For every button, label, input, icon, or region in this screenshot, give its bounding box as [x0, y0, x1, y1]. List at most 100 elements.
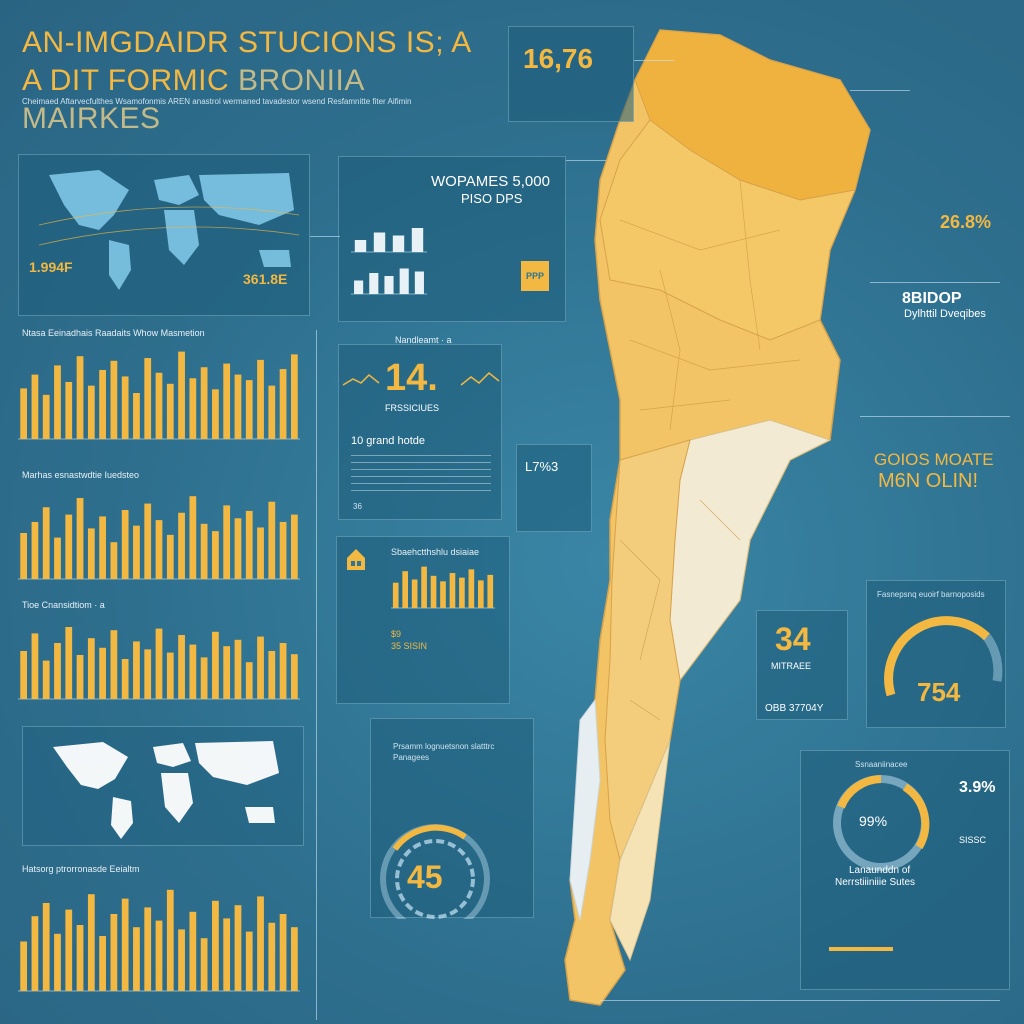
world-map-2-svg — [23, 727, 305, 847]
bar — [291, 354, 298, 439]
donut-panel: Ssnaaniinacee 99% 3.9% SISSC Lanaunddn o… — [800, 750, 1010, 990]
bar — [65, 627, 72, 699]
bar — [65, 910, 72, 991]
bar — [223, 364, 230, 439]
bar — [189, 912, 196, 991]
leader-line — [600, 1000, 1000, 1001]
ppp-badge: PPP — [521, 261, 549, 291]
bar — [156, 629, 163, 699]
chart-4-svg — [18, 878, 300, 992]
bar — [235, 518, 242, 579]
bar — [133, 641, 140, 699]
bar — [99, 648, 106, 699]
leader-line — [566, 160, 606, 161]
leader-line — [310, 236, 340, 237]
bar — [43, 661, 50, 699]
bar — [20, 533, 27, 579]
bar — [355, 240, 366, 252]
world-map-2-panel — [22, 726, 304, 846]
bar — [65, 382, 72, 439]
page-title: AN-IMGDAIDR STUCIONS IS; A A DIT FORMIC … — [22, 24, 492, 138]
bar — [402, 571, 408, 608]
bar — [167, 535, 174, 579]
chart-7-panel: Sbaehctthshlu dsiaiae $9 35 SISIN — [336, 536, 510, 704]
big14-panel: Nandleamt · a 14. FRSSICIUES 10 grand ho… — [338, 344, 502, 520]
bar — [257, 896, 264, 991]
right-heading-2: Dylhttil Dveqibes — [904, 308, 986, 320]
bar — [469, 569, 475, 608]
big14-label: FRSSICIUES — [385, 403, 439, 413]
title-line-1: AN-IMGDAIDR STUCIONS IS; A — [22, 24, 492, 62]
thirty-four-sub: OBB 37704Y — [765, 703, 823, 714]
bar — [43, 903, 50, 991]
bar — [156, 921, 163, 991]
gold-heading-line2: M6N OLIN! — [878, 470, 978, 493]
bar — [246, 932, 253, 991]
bar — [384, 276, 393, 294]
wopames-panel: WOPAMES 5,000 PISO DPS PPP — [338, 156, 566, 322]
leader-line — [860, 416, 1010, 417]
bar — [122, 899, 129, 991]
bar — [291, 927, 298, 991]
bar — [99, 516, 106, 579]
top-stat-panel: 16,76 — [508, 26, 634, 122]
bar — [268, 923, 275, 991]
bar — [268, 651, 275, 699]
bar — [400, 269, 409, 295]
big14-foot: 36 — [353, 501, 362, 512]
bar — [99, 936, 106, 991]
bar — [77, 655, 84, 699]
chart-2 — [18, 484, 300, 580]
ten-grand-text: 10 grand hotde — [351, 435, 425, 447]
bar — [212, 632, 219, 699]
bar — [369, 273, 378, 294]
bar — [122, 510, 129, 579]
bar — [77, 925, 84, 991]
bar — [156, 373, 163, 439]
chart-3 — [18, 616, 300, 700]
bar — [88, 638, 95, 699]
bar — [291, 515, 298, 579]
bar — [223, 646, 230, 699]
bar — [122, 659, 129, 699]
gauge-right-value: 754 — [917, 677, 960, 708]
donut-caption-1: Lanaunddn of — [849, 865, 910, 876]
gold-heading-panel: GOIOS MOATE M6N OLIN! — [860, 416, 1010, 496]
leader-line — [850, 90, 910, 91]
bar — [257, 527, 264, 579]
bar — [189, 378, 196, 439]
ring-panel: Prsamm lognuetsnon slatttrc Panagees 45 — [370, 718, 534, 918]
bar — [54, 934, 61, 991]
right-heading-1: 8BIDOP — [902, 290, 962, 308]
stat-label-b1: $9 — [391, 629, 401, 639]
bar — [20, 651, 27, 699]
bar — [440, 581, 446, 608]
chart-1-title: Ntasa Eeinadhais Raadaits Whow Masmetion — [22, 328, 205, 338]
bar — [77, 356, 84, 439]
world-map-panel: 1.994F 361.8E — [18, 154, 310, 316]
gauge-right-panel: Fasnepsnq euoirf barnoposids 754 — [866, 580, 1006, 728]
chart-4 — [18, 878, 300, 992]
thirty-four-value: 34 — [775, 621, 811, 658]
big14-panel-title: Nandleamt · a — [395, 335, 452, 345]
bar — [99, 370, 106, 439]
bar — [65, 515, 72, 579]
bar — [122, 376, 129, 439]
bar — [110, 630, 117, 699]
thirty-four-label: MITRAEE — [771, 661, 811, 671]
bar — [144, 504, 151, 579]
mid-small-value: L7%3 — [525, 459, 558, 474]
bar — [280, 522, 287, 579]
donut-side-label: SISSC — [959, 835, 986, 845]
bar — [20, 942, 27, 992]
leader-line — [634, 60, 674, 61]
bar — [178, 929, 185, 991]
bar — [431, 576, 437, 608]
bar — [246, 662, 253, 699]
bar — [280, 369, 287, 439]
chart-4-title: Hatsorg ptrorronasde Eeialtm — [22, 864, 140, 874]
bar — [167, 890, 174, 991]
leader-line — [316, 330, 317, 1020]
gold-heading-line1: GOIOS MOATE — [874, 450, 994, 470]
bar — [43, 395, 50, 439]
